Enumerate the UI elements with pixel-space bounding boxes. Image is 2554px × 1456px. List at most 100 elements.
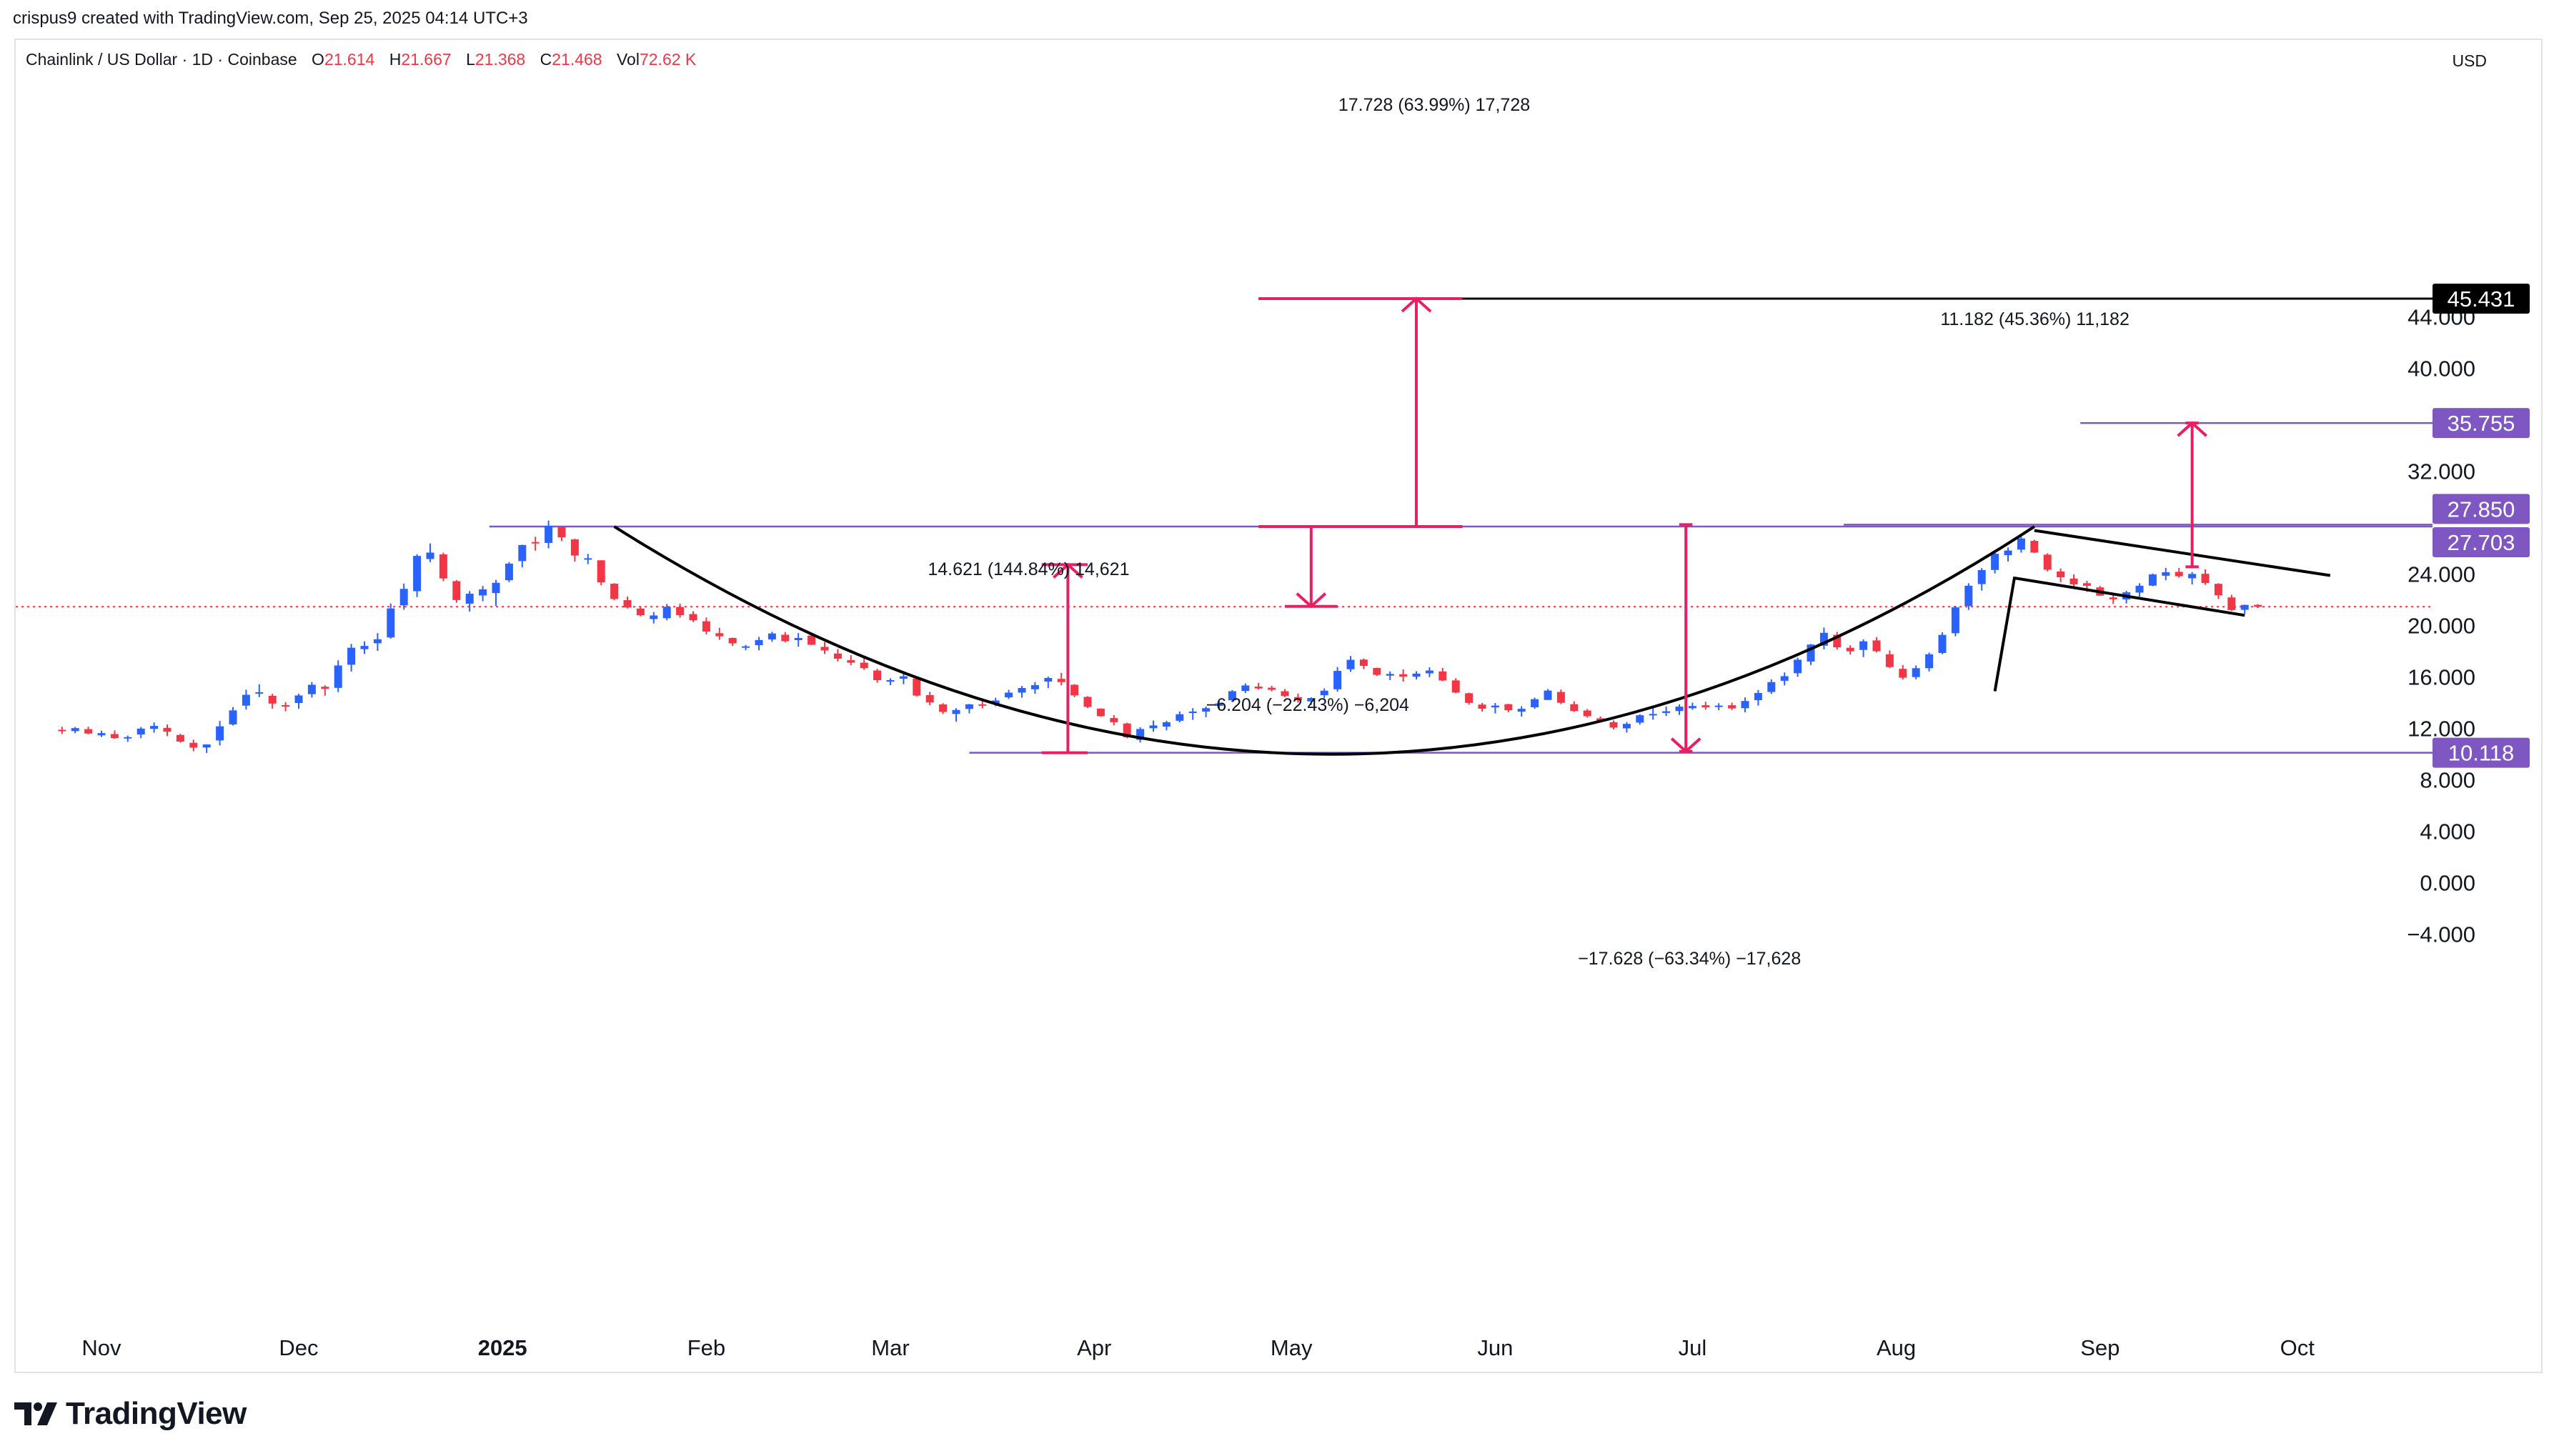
chart-legend: Chainlink / US Dollar · 1D · Coinbase O2…	[26, 50, 696, 69]
legend-low-label: L	[466, 50, 475, 69]
candle-body	[1596, 718, 1605, 722]
candle-body	[1741, 701, 1749, 709]
candle-body	[1570, 704, 1579, 712]
candle-body	[2175, 572, 2183, 577]
candle-body	[1333, 671, 1342, 689]
x-tick-label: Nov	[81, 1335, 121, 1360]
candle-body	[360, 646, 369, 649]
candle-body	[1412, 673, 1421, 677]
candle-body	[597, 560, 605, 583]
candle-body	[255, 692, 264, 694]
legend-high-label: H	[389, 50, 402, 69]
candle-body	[742, 646, 750, 648]
candle-body	[913, 678, 921, 696]
candle-body	[1478, 704, 1486, 709]
candle-body	[584, 558, 592, 560]
candle-body	[545, 526, 553, 543]
candle-body	[531, 542, 540, 544]
candle-body	[952, 709, 960, 714]
x-tick-label: Dec	[279, 1335, 318, 1360]
y-tick-label: 4.000	[2420, 819, 2475, 844]
candle-body	[1938, 634, 1947, 654]
candle-body	[623, 600, 632, 608]
trend-line	[2014, 577, 2245, 617]
candle-body	[1188, 711, 1197, 714]
candle-body	[1899, 669, 1907, 678]
legend-symbol[interactable]: Chainlink / US Dollar · 1D · Coinbase	[26, 50, 297, 69]
price-label-tag	[2433, 408, 2530, 439]
y-tick-label: 16.000	[2408, 665, 2475, 690]
candle-body	[229, 710, 237, 724]
candle-body	[452, 581, 461, 600]
candle-body	[1925, 654, 1934, 669]
candle-body	[492, 582, 500, 594]
candle-body	[1320, 690, 1328, 696]
candle-body	[610, 584, 619, 599]
candle-body	[939, 704, 948, 712]
candle-body	[1215, 703, 1223, 707]
candle-body	[1885, 654, 1894, 667]
candle-body	[505, 563, 513, 581]
candle-body	[2082, 583, 2091, 586]
candle-body	[1991, 554, 1999, 570]
candle-body	[925, 694, 934, 703]
price-label-tag	[2433, 283, 2530, 314]
candle-body	[755, 639, 763, 646]
candle-body	[767, 633, 776, 639]
candle-body	[1202, 708, 1211, 712]
candle-body	[465, 594, 474, 604]
candle-body	[71, 728, 79, 732]
candle-body	[2188, 574, 2197, 579]
candle-body	[808, 635, 816, 645]
candle-body	[1662, 711, 1671, 713]
price-label-text: 27.703	[2448, 530, 2515, 555]
candle-body	[1767, 682, 1776, 692]
candle-body	[242, 694, 250, 706]
candle-body	[1846, 647, 1854, 652]
price-label-text: 27.850	[2448, 497, 2515, 522]
brand-name: TradingView	[66, 1396, 247, 1431]
candle-body	[413, 556, 422, 592]
candle-body	[689, 614, 697, 621]
candle-body	[1451, 680, 1460, 693]
candle-body	[2030, 541, 2039, 553]
candle-body	[2135, 585, 2144, 593]
candle-body	[570, 539, 579, 556]
candle-body	[1780, 676, 1789, 681]
x-tick-label: Feb	[687, 1335, 725, 1360]
candle-body	[1609, 722, 1618, 728]
candle-body	[1386, 674, 1394, 676]
candle-body	[978, 704, 987, 706]
candle-body	[216, 726, 224, 741]
y-tick-label: 32.000	[2408, 459, 2475, 484]
candle-body	[282, 704, 290, 707]
currency-selector[interactable]: USD	[2452, 51, 2487, 70]
candle-body	[124, 737, 132, 739]
candle-body	[1057, 679, 1065, 682]
candle-body	[702, 621, 710, 632]
candle-body	[1714, 705, 1723, 707]
measure-label: −6.204 (−22.43%) −6,204	[1206, 695, 1409, 715]
tradingview-logo-icon	[14, 1402, 57, 1425]
candle-body	[426, 552, 434, 559]
candle-body	[662, 607, 671, 619]
candle-body	[1228, 691, 1236, 701]
candle-body	[373, 639, 382, 644]
candle-body	[321, 687, 329, 689]
candle-body	[1504, 704, 1513, 711]
candle-body	[1281, 691, 1289, 697]
candle-body	[1517, 709, 1526, 712]
candle-body	[991, 700, 1000, 704]
candle-body	[1544, 690, 1552, 700]
candle-body	[1675, 707, 1684, 712]
candle-body	[110, 734, 119, 739]
candle-body	[1728, 705, 1736, 709]
candle-body	[479, 589, 487, 596]
y-tick-label: 20.000	[2408, 614, 2475, 639]
candle-body	[886, 680, 895, 682]
candle-body	[1531, 699, 1539, 707]
candle-body	[2004, 550, 2012, 556]
candle-body	[650, 615, 658, 619]
candle-body	[1688, 706, 1696, 709]
